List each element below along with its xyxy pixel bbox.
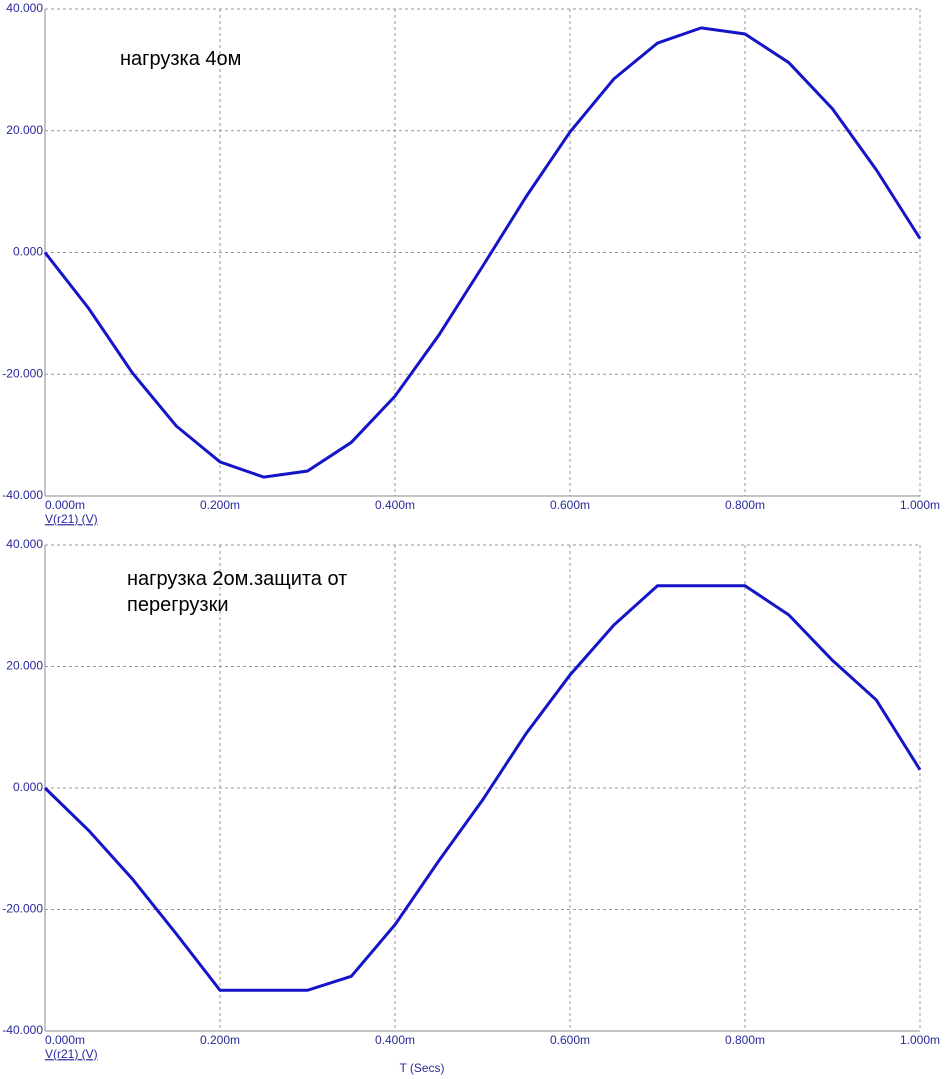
- annotation: нагрузка 4ом: [120, 48, 242, 70]
- x-tick-label: 0.000m: [45, 498, 85, 512]
- x-tick-label: 1.000m: [900, 1033, 940, 1047]
- annotation: нагрузка 2ом.защита от перегрузки: [127, 568, 348, 616]
- y-tick-label: 0.000: [13, 780, 43, 794]
- x-tick-label: 0.000m: [45, 1033, 85, 1047]
- x-tick-label: 0.200m: [200, 1033, 240, 1047]
- line-series: [43, 26, 922, 479]
- x-tick-label: 1.000m: [900, 498, 940, 512]
- legend-label: V(r21) (V): [45, 1047, 98, 1061]
- y-tick-label: -40.000: [2, 1023, 43, 1037]
- legend-label: V(r21) (V): [45, 512, 98, 526]
- x-tick-label: 0.800m: [725, 1033, 765, 1047]
- y-tick-label: 0.000: [13, 245, 43, 259]
- y-tick-label: 20.000: [6, 659, 43, 673]
- y-tick-label: 40.000: [6, 537, 43, 551]
- y-tick-label: -20.000: [2, 366, 43, 380]
- y-tick-label: 40.000: [6, 1, 43, 15]
- x-tick-label: 0.600m: [550, 1033, 590, 1047]
- x-tick-label: 0.600m: [550, 498, 590, 512]
- x-axis-label: T (Secs): [399, 1061, 444, 1075]
- x-tick-label: 0.800m: [725, 498, 765, 512]
- x-tick-label: 0.400m: [375, 1033, 415, 1047]
- x-tick-label: 0.200m: [200, 498, 240, 512]
- y-tick-label: -20.000: [2, 902, 43, 916]
- y-tick-label: 20.000: [6, 123, 43, 137]
- line-series: [43, 584, 922, 992]
- x-tick-label: 0.400m: [375, 498, 415, 512]
- y-tick-label: -40.000: [2, 488, 43, 502]
